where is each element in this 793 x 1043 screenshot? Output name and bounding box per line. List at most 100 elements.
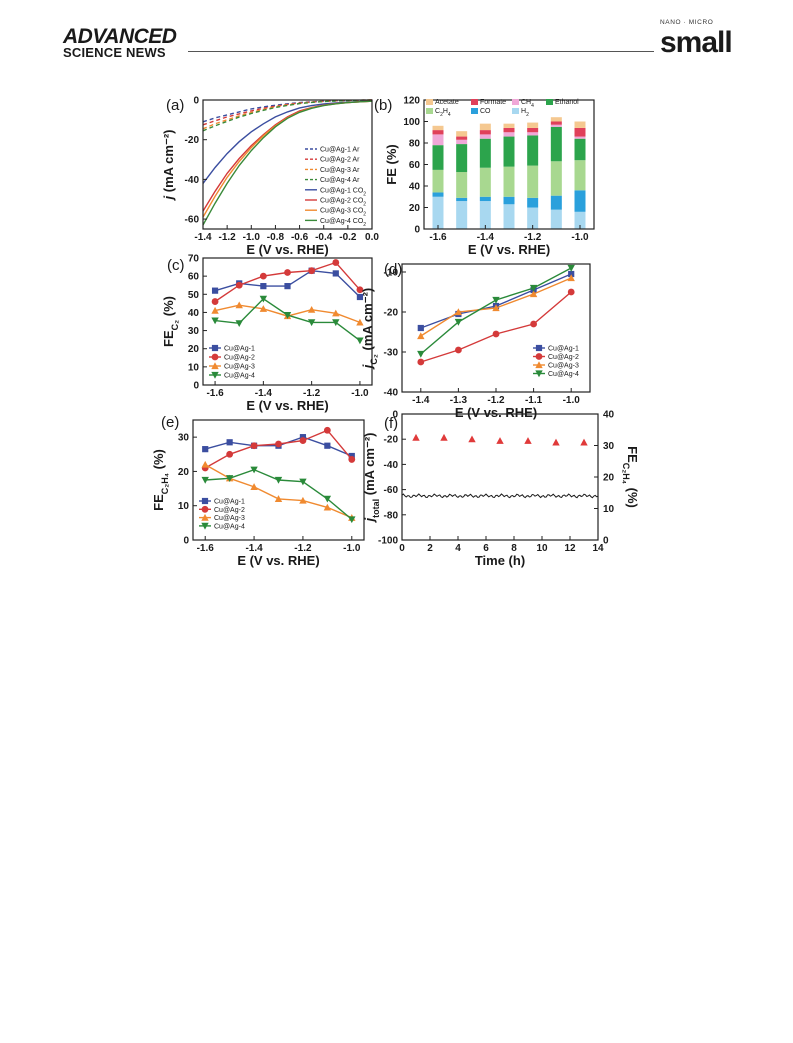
legend-marker [211,362,219,370]
x-axis-title: Time (h) [475,553,525,568]
legend-label: CH4 [521,99,534,109]
x-tick-label: -1.6 [206,388,224,399]
legend-label: Cu@Ag-3 [224,364,255,371]
chart-panel: (f)0 2 4 6 8 10 12 140-20-40-60-80-100 010203040… [362,410,640,569]
x-tick-label: -1.2 [524,232,542,243]
legend-marker [211,353,219,361]
data-point [250,442,258,450]
bar-segment [503,123,515,128]
y-tick-label: 40 [409,182,421,193]
data-point [225,475,234,482]
bar-segment [479,134,491,139]
y-axis-title: FE (%) [384,144,399,184]
y-tick-label: -100 [378,536,398,547]
y-tick-label: 120 [403,96,420,107]
bar-segment [574,121,586,128]
bar-segment [503,136,515,167]
x-tick-label: 10 [536,543,548,554]
data-point [356,293,364,301]
fe-point [440,433,448,441]
bar-segment [550,121,562,125]
y-tick-label: 0 [392,410,398,421]
journal-title-small: small [660,25,733,59]
header-rule [188,51,654,52]
x-tick-label: -1.2 [294,543,312,554]
y-axis-title: FEC₂H₄ (%) [151,449,170,511]
panel-label: (c) [167,257,185,274]
x-tick-label: -1.4 [194,232,212,243]
bar-segment [527,132,539,136]
x-tick-label: 14 [592,543,604,554]
data-point [211,287,219,294]
y-tick-label: 0 [183,536,189,547]
y-tick-label: 60 [409,160,421,171]
legend-marker [211,371,219,379]
y-tick-label: 70 [188,254,200,265]
bar-segment [550,209,562,229]
data-point [332,259,340,266]
data-point [201,460,209,468]
x-axis-title: E (V vs. RHE) [455,405,537,420]
bar-segment [432,192,444,197]
chart-panel: (a) -1.4 -1.2 -1.0 -0.8 -0.6 -0.4 -0.2 0.0 0 -20 -4… [161,96,379,258]
x-tick-label: 2 [427,543,433,554]
y-tick-label: 30 [188,326,200,337]
legend-swatch [426,99,433,105]
bar-segment [527,127,539,133]
current-trace [401,493,599,499]
legend-marker [211,344,219,352]
y-tick-label: -60 [185,215,200,226]
legend-marker [535,361,543,369]
data-point [323,503,332,511]
data-point [356,318,364,326]
data-point [417,332,425,340]
x-tick-label: -1.0 [571,232,589,243]
data-point [274,476,283,484]
legend-marker [201,522,209,530]
panel-label: (d) [384,261,402,278]
x-tick-label: -0.2 [339,232,357,243]
legend-label: Cu@Ag-3 Ar [320,167,360,174]
data-point [356,337,364,345]
bar-segment [574,136,586,139]
y-tick-label: -10 [384,268,399,279]
data-point [235,320,243,328]
bar-segment [503,166,515,197]
legend-marker [201,505,209,513]
y-tick-label: 0 [414,225,420,236]
x-tick-label: -1.0 [351,388,369,399]
bar-segment [574,160,586,191]
y-tick-label: -20 [384,435,399,446]
plot-frame [192,419,365,541]
y-axis-title: jtotal (mA cm⁻²) [362,433,381,524]
data-point [348,516,356,524]
data-point [323,426,331,434]
x-tick-label: -1.4 [477,232,495,243]
legend-swatch [546,99,553,105]
bar-segment [432,130,444,135]
panel-label: (b) [374,97,392,114]
y-axis-title: FEC₂ (%) [161,296,180,347]
legend-label: Cu@Ag-4 [548,371,579,378]
data-point [211,298,219,305]
data-point [201,476,209,484]
data-point [492,296,500,304]
data-point [332,270,339,277]
y-tick-label: 10 [188,362,200,373]
data-point [567,274,575,282]
x-tick-label: -1.1 [525,395,543,406]
y-tick-label: 100 [403,117,420,128]
data-point [307,306,316,313]
bar-segment [574,127,586,137]
x-tick-label: -1.2 [219,232,237,243]
y-tick-label: -20 [384,308,399,319]
series-line [202,99,373,132]
legend-label: Cu@Ag-1 [214,499,245,506]
chart-panel: (e) -1.6 -1.4 -1.2 -1.0 0 10 20 30 Cu@Ag-1Cu@Ag-2… [151,414,365,568]
journal-logo-left: ADVANCED SCIENCE NEWS [63,26,177,59]
bar-segment [550,161,562,196]
bar-segment [479,130,491,135]
fe-point [552,438,560,446]
y-tick-label: -40 [185,175,200,186]
fe-point [412,433,420,441]
